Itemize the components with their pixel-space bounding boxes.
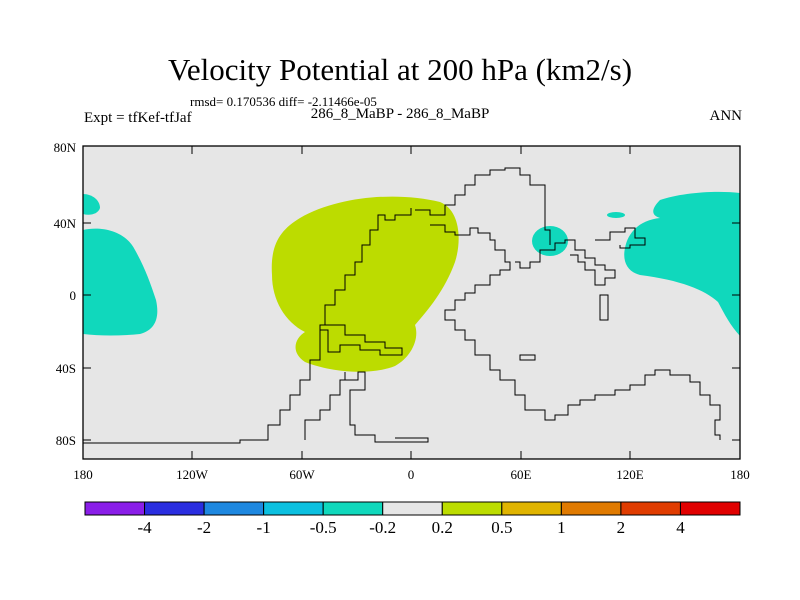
colorbar-swatch <box>620 501 681 516</box>
coastlines <box>83 167 721 444</box>
colorbar-label: 1 <box>557 518 566 537</box>
colorbar-swatch <box>322 501 384 516</box>
lon-tick-label: 120E <box>616 467 644 482</box>
colorbar-label: 0.2 <box>431 518 453 537</box>
stats-text: rmsd= 0.170536 diff= -2.11466e-05 <box>190 94 377 109</box>
lat-tick-label: 40S <box>55 361 76 376</box>
experiment-label: Expt = tfKef-tfJaf <box>84 110 192 126</box>
season-label: ANN <box>709 108 743 124</box>
colorbar-swatch <box>84 501 146 516</box>
colorbar-label: 0.5 <box>491 518 513 537</box>
negative-region-east <box>624 191 740 336</box>
colorbar-swatch <box>263 501 324 516</box>
positive-region <box>271 196 459 372</box>
colorbar <box>84 501 741 516</box>
colorbar-swatch <box>679 501 741 516</box>
tick-marks <box>83 145 740 459</box>
colorbar-swatch <box>382 501 443 516</box>
colorbar-label: -2 <box>196 518 212 537</box>
lon-tick-label: 120W <box>176 467 208 482</box>
colorbar-label: -1 <box>256 518 271 537</box>
colorbar-swatch <box>203 501 265 516</box>
lon-tick-label: 180 <box>73 467 93 482</box>
lon-tick-label: 180 <box>730 467 750 482</box>
colorbar-swatch <box>144 501 205 516</box>
case-label: 286_8_MaBP - 286_8_MaBP <box>310 106 490 122</box>
lon-tick-label: 60E <box>510 467 532 482</box>
plot-title: Velocity Potential at 200 hPa (km2/s) <box>167 52 633 87</box>
colorbar-swatch <box>560 501 622 516</box>
lon-tick-label: 60W <box>289 467 315 482</box>
colorbar-label: 4 <box>676 518 685 537</box>
colorbar-label: -0.5 <box>309 518 337 537</box>
colorbar-label: -4 <box>137 518 152 537</box>
lat-tick-label: 40N <box>53 216 76 231</box>
negative-region-west <box>83 228 158 336</box>
colorbar-label: -0.2 <box>369 518 397 537</box>
colorbar-label: 2 <box>616 518 626 537</box>
lat-tick-label: 80S <box>55 433 76 448</box>
lat-tick-label: 80N <box>53 140 76 155</box>
lat-tick-label: 0 <box>69 288 77 303</box>
colorbar-swatch <box>441 501 503 516</box>
negative-region-small-east <box>607 212 625 218</box>
lon-tick-label: 0 <box>407 467 415 482</box>
negative-region-west-small <box>83 194 100 215</box>
colorbar-swatch <box>501 501 562 516</box>
